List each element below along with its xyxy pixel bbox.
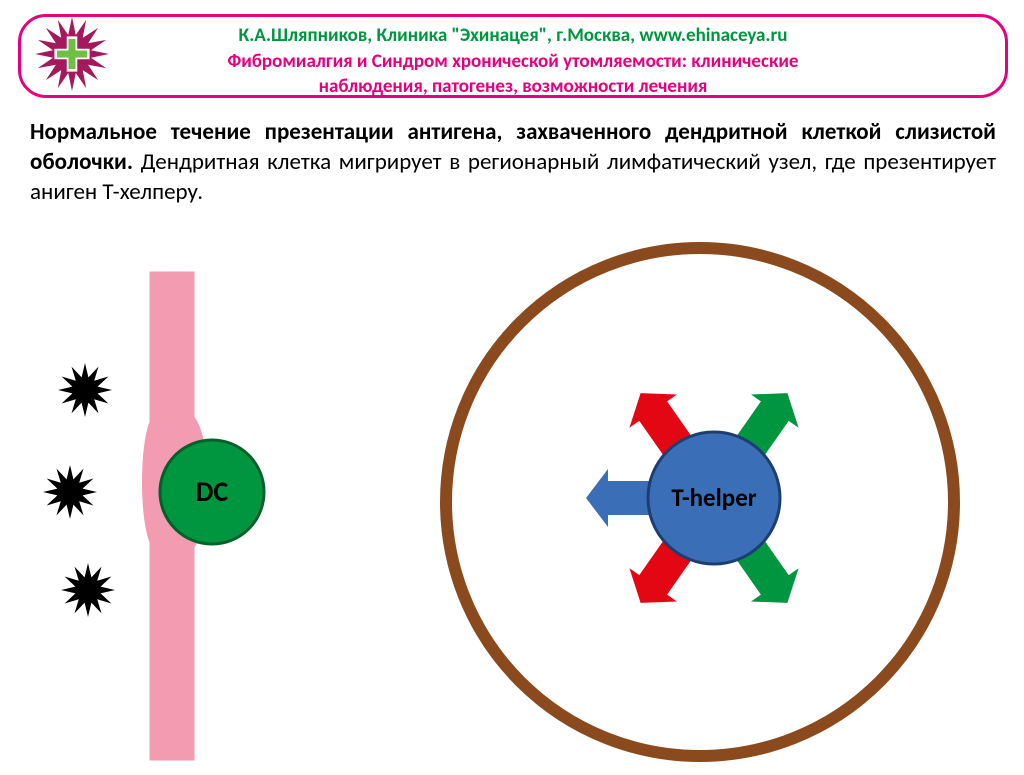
description-rest: Дендритная клетка мигрирует в регионарны…: [30, 148, 996, 206]
header-line-2: Фибромиалгия и Синдром хронической утомл…: [33, 49, 993, 75]
description-text: Нормальное течение презентации антигена,…: [30, 118, 996, 208]
thelper-label: T-helper: [644, 482, 784, 513]
diagram-svg: [0, 230, 1024, 770]
flower-cross-icon: [28, 10, 116, 98]
antigen-presentation-diagram: DC T-helper: [0, 230, 1024, 770]
dc-label: DC: [172, 474, 252, 509]
clinic-logo: [28, 10, 116, 103]
header-line-1: К.А.Шляпников, Клиника "Эхинацея", г.Мос…: [33, 23, 993, 49]
header-box: К.А.Шляпников, Клиника "Эхинацея", г.Мос…: [18, 14, 1008, 98]
header-line-3: наблюдения, патогенез, возможности лечен…: [33, 74, 993, 100]
